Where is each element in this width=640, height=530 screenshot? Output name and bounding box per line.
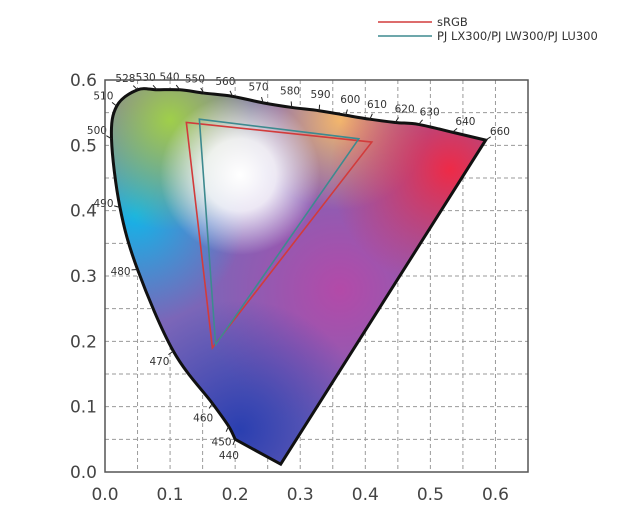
y-tick-label: 0.6 bbox=[70, 71, 97, 91]
wavelength-tick bbox=[111, 102, 118, 107]
wavelength-label: 610 bbox=[367, 99, 387, 111]
wavelength-tick bbox=[290, 101, 293, 108]
legend-label: PJ LX300/PJ LW300/PJ LU300 bbox=[437, 29, 598, 43]
wavelength-tick bbox=[452, 127, 458, 133]
x-tick-label: 0.6 bbox=[482, 485, 509, 505]
wavelength-label: 500 bbox=[87, 125, 107, 137]
wavelength-label: 640 bbox=[455, 116, 475, 128]
wavelength-tick bbox=[208, 403, 213, 409]
wavelength-tick bbox=[318, 104, 321, 111]
wavelength-label: 630 bbox=[420, 106, 440, 118]
x-tick-label: 0.3 bbox=[287, 485, 314, 505]
y-tick-label: 0.4 bbox=[70, 202, 97, 222]
wavelength-tick bbox=[114, 205, 121, 208]
wavelength-tick bbox=[106, 135, 112, 140]
wavelength-tick bbox=[369, 113, 373, 120]
legend-label: sRGB bbox=[437, 15, 468, 29]
x-tick-label: 0.4 bbox=[352, 485, 379, 505]
wavelength-tick bbox=[261, 96, 264, 104]
wavelength-label: 600 bbox=[340, 94, 360, 106]
wavelength-tick bbox=[200, 87, 205, 94]
wavelength-tick bbox=[225, 426, 230, 432]
x-tick-label: 0.2 bbox=[222, 485, 249, 505]
y-tick-label: 0.3 bbox=[70, 267, 97, 287]
wavelength-label: 580 bbox=[280, 86, 300, 98]
wavelength-label: 440 bbox=[219, 450, 239, 462]
axis-ticks: 0.0 0.1 0.2 0.3 0.4 0.5 0.6 0.0 0.1 0.2 0.3 0.4 0.5 0… bbox=[70, 71, 509, 505]
wavelength-label: 570 bbox=[248, 82, 268, 94]
plot-frame bbox=[104, 79, 529, 473]
y-tick-label: 0.1 bbox=[70, 398, 97, 418]
wavelength-tick bbox=[394, 117, 399, 123]
y-tick-label: 0.2 bbox=[70, 332, 97, 352]
gamut-triangles bbox=[185, 118, 374, 350]
wavelength-label: 660 bbox=[490, 126, 510, 138]
wavelength-tick bbox=[229, 90, 234, 97]
wavelength-tick bbox=[232, 439, 236, 446]
x-tick-label: 0.5 bbox=[417, 485, 444, 505]
wavelength-tick bbox=[168, 350, 174, 356]
wavelength-label: 530 bbox=[136, 72, 156, 84]
wavelength-tick bbox=[132, 85, 138, 91]
wavelength-label: 510 bbox=[93, 91, 113, 103]
wavelength-label: 560 bbox=[215, 76, 235, 88]
x-tick-label: 0.0 bbox=[91, 485, 118, 505]
wavelength-label: 540 bbox=[160, 71, 180, 83]
wavelength-tick bbox=[345, 109, 348, 116]
wavelength-label: 460 bbox=[193, 413, 213, 425]
wavelength-label: 470 bbox=[149, 356, 169, 368]
wavelength-label: 490 bbox=[94, 198, 114, 210]
wavelength-tick bbox=[418, 119, 423, 125]
wavelength-label: 450 bbox=[212, 437, 232, 449]
y-tick-label: 0.5 bbox=[70, 136, 97, 156]
gamut-triangle bbox=[198, 118, 361, 347]
x-tick-label: 0.1 bbox=[157, 485, 184, 505]
wavelength-tick bbox=[175, 84, 181, 91]
wavelength-label: 480 bbox=[111, 266, 131, 278]
y-tick-label: 0.0 bbox=[70, 463, 97, 483]
wavelength-label: 590 bbox=[311, 89, 331, 101]
wavelength-tick bbox=[485, 136, 492, 141]
gamut-triangle bbox=[185, 121, 374, 350]
wavelength-label: 620 bbox=[395, 103, 415, 115]
wavelength-label: 528 bbox=[115, 73, 135, 85]
wavelength-tick bbox=[152, 85, 158, 91]
spectral-locus-outline bbox=[109, 87, 489, 467]
